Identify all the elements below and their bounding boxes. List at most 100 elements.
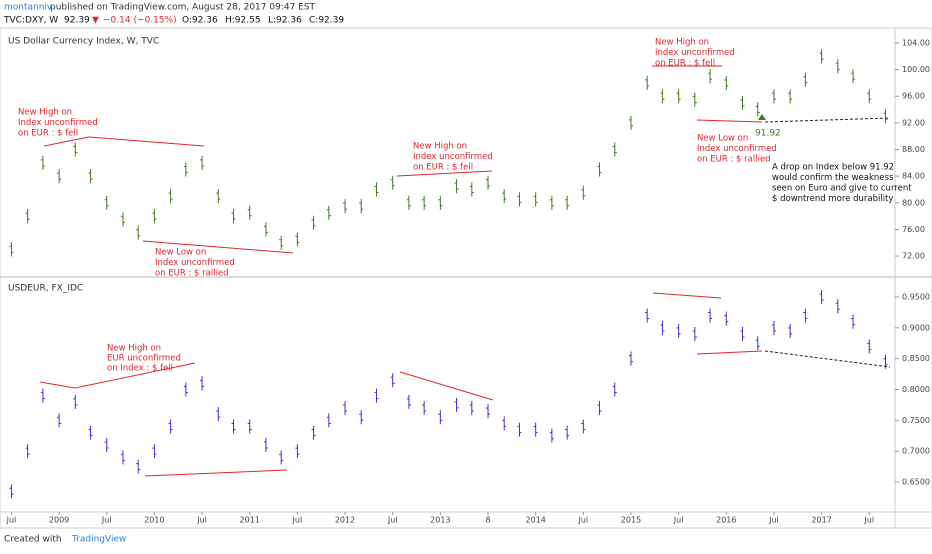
price-bar [835, 299, 840, 314]
x-tick-label: 2016 [716, 516, 736, 525]
y-tick-label: 0.7500 [902, 416, 930, 425]
annotation-line: New High on [18, 108, 72, 118]
annotation-line: Index unconfirmed [697, 144, 777, 154]
price-bar [295, 232, 300, 247]
price-bar [120, 212, 125, 227]
price-bar [771, 89, 776, 104]
price-bar [486, 175, 491, 190]
price-bar [359, 199, 364, 214]
price-bar [343, 199, 348, 214]
price-bar [183, 382, 188, 397]
price-bar [740, 326, 745, 341]
price-bar [771, 320, 776, 335]
price-bar [502, 189, 507, 204]
price-bar [533, 422, 538, 437]
annotation-line: $ downtrend more durability [772, 194, 893, 204]
price-bar [295, 444, 300, 459]
price-bar [597, 162, 602, 177]
x-tick-label: 2014 [525, 516, 545, 525]
price-bar [231, 209, 236, 224]
pane-title: US Dollar Currency Index, W, TVC [8, 37, 159, 47]
price-bar [851, 314, 856, 329]
price-bar [200, 376, 205, 391]
price-bar [597, 401, 602, 416]
trend-lines [39, 65, 763, 477]
price-bar [247, 205, 252, 220]
price-bar [755, 336, 760, 351]
price-bar [183, 162, 188, 177]
annotation-line: seen on Euro and give to current [772, 184, 912, 194]
price-bar [40, 155, 45, 170]
y-tick-label: 0.7000 [902, 447, 930, 456]
price-bar [645, 308, 650, 323]
x-tick-label: Jul [768, 516, 779, 525]
price-bar [231, 419, 236, 434]
price-bar [788, 323, 793, 338]
price-bar [326, 205, 331, 220]
price-bar [311, 425, 316, 440]
price-bar [788, 89, 793, 104]
price-bar [851, 69, 856, 84]
x-tick-label: Jul [673, 516, 684, 525]
price-bar [612, 142, 617, 157]
y-tick-label: 76.00 [902, 225, 925, 234]
price-bar [168, 189, 173, 204]
price-bar [406, 195, 411, 210]
change: −0.14 (−0.15%) [103, 16, 177, 26]
down-arrow: ▼ [92, 16, 99, 26]
pane-title: USDEUR, FX_IDC [8, 284, 83, 294]
price-bar [9, 484, 14, 499]
price-bar [57, 169, 62, 184]
y-tick-label: 80.00 [902, 198, 925, 207]
price-bar [104, 438, 109, 453]
annotation-line: on EUR : $ fell [18, 129, 78, 139]
price-bar [40, 388, 45, 403]
annotation-line: New High on [107, 344, 161, 354]
price-bar [25, 444, 30, 459]
author[interactable]: montanniv [4, 3, 53, 13]
price-bar [136, 225, 141, 240]
price-bar [549, 428, 554, 443]
price-bar [152, 444, 157, 459]
price-bar [803, 308, 808, 323]
x-tick-label: Jul [863, 516, 874, 525]
y-tick-label: 0.9500 [902, 292, 930, 301]
price-bar [740, 95, 745, 110]
x-tick-label: Jul [6, 516, 17, 525]
annotation-line: New Low on [155, 248, 206, 258]
price-bar [374, 388, 379, 403]
price-bar [486, 404, 491, 419]
open: O:92.36 [182, 16, 218, 26]
price-bar [120, 450, 125, 465]
price-bar [724, 75, 729, 90]
y-tick-label: 0.9000 [902, 323, 930, 332]
price-bar [88, 169, 93, 184]
price-bar [422, 195, 427, 210]
price-bar [660, 89, 665, 104]
footer-brand[interactable]: TradingView [71, 535, 126, 545]
y-tick-label: 88.00 [902, 145, 925, 154]
price-bar [57, 413, 62, 428]
annotation-line: on EUR : $ rallied [697, 155, 771, 165]
x-tick-label: Jul [387, 516, 398, 525]
price-bar [326, 413, 331, 428]
price-bar [819, 49, 824, 64]
price-bar [73, 394, 78, 409]
price-bar [247, 419, 252, 434]
price-bar [708, 308, 713, 323]
price-bar [454, 179, 459, 194]
price-bar [263, 222, 268, 237]
price-bar [88, 425, 93, 440]
x-tick-label: 8 [485, 516, 490, 525]
high: H:92.55 [225, 16, 261, 26]
price-bar [565, 195, 570, 210]
low-marker [758, 114, 766, 120]
annotation-line: on EUR : $ fell [413, 163, 473, 173]
price-bar [454, 397, 459, 412]
y-tick-label: 96.00 [902, 92, 925, 101]
price-bar [200, 155, 205, 170]
footer-created: Created with [4, 535, 62, 545]
price-bar [469, 182, 474, 197]
low-label: 91.92 [755, 129, 781, 139]
price-bar [168, 419, 173, 434]
